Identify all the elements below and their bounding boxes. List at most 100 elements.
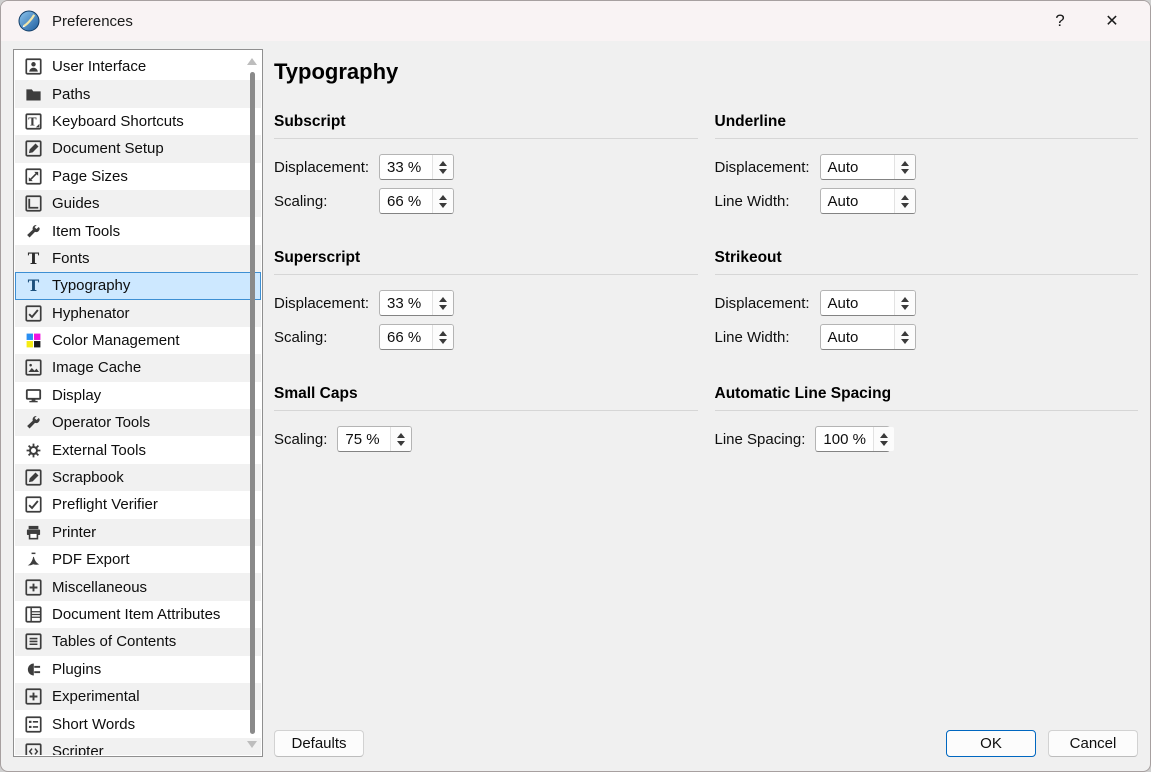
- defaults-button[interactable]: Defaults: [274, 730, 364, 757]
- strikeout-line-width-spinbox[interactable]: Auto: [819, 324, 916, 350]
- scribus-logo-icon: [18, 10, 40, 32]
- sidebar-item-keyboard-shortcuts[interactable]: T Keyboard Shortcuts: [15, 107, 261, 136]
- sidebar-item-label: Image Cache: [52, 359, 142, 377]
- list-scrollbar[interactable]: [245, 51, 259, 755]
- typography-panel: Typography Subscript Displacement: 33 % Sca…: [263, 49, 1138, 757]
- spin-up-button[interactable]: [879, 432, 888, 438]
- sidebar-item-scripter[interactable]: Scripter: [15, 737, 261, 755]
- ok-button[interactable]: OK: [946, 730, 1036, 757]
- spin-down-button[interactable]: [879, 440, 888, 446]
- sidebar-item-display[interactable]: Display: [15, 381, 261, 410]
- sidebar-item-image-cache[interactable]: Image Cache: [15, 354, 261, 382]
- sidebar-item-operator-tools[interactable]: Operator Tools: [15, 409, 261, 437]
- cancel-button[interactable]: Cancel: [1048, 730, 1138, 757]
- subscript-displacement-spinbox[interactable]: 33 %: [379, 154, 455, 180]
- sidebar-item-hyphenator[interactable]: Hyphenator: [15, 299, 261, 327]
- spin-down-button[interactable]: [900, 304, 909, 310]
- section-divider: [274, 138, 698, 139]
- spin-down-button[interactable]: [439, 338, 448, 344]
- small-caps-scaling-label: Scaling:: [274, 430, 328, 448]
- spin-up-button[interactable]: [900, 330, 909, 336]
- sidebar-item-color-management[interactable]: Color Management: [15, 326, 261, 355]
- strikeout-displacement-spinbox[interactable]: Auto: [819, 290, 916, 316]
- sidebar-item-miscellaneous[interactable]: Miscellaneous: [15, 573, 261, 601]
- superscript-scaling-spinbox[interactable]: 66 %: [379, 324, 455, 350]
- sidebar-item-label: Tables of Contents: [52, 633, 177, 651]
- underline-line-width-spinbox[interactable]: Auto: [819, 188, 916, 214]
- scrollbar-up-arrow-icon[interactable]: [247, 58, 257, 65]
- spin-down-button[interactable]: [439, 168, 448, 174]
- spin-down-button[interactable]: [900, 168, 909, 174]
- section-divider: [714, 274, 1138, 275]
- page-title: Typography: [274, 59, 399, 84]
- sidebar-item-experimental[interactable]: Experimental: [15, 682, 261, 711]
- subscript-displacement-label: Displacement:: [274, 158, 370, 176]
- sidebar-item-scrapbook[interactable]: Scrapbook: [15, 463, 261, 492]
- sidebar-item-document-setup[interactable]: Document Setup: [15, 135, 261, 163]
- short-words-icon: [24, 715, 43, 733]
- tables-of-contents-icon: [24, 633, 43, 651]
- sidebar-item-item-tools[interactable]: Item Tools: [15, 217, 261, 245]
- spinbox-value: 33 %: [387, 158, 422, 176]
- subscript-scaling-spinbox[interactable]: 66 %: [379, 188, 455, 214]
- printer-icon: [24, 523, 43, 541]
- sidebar-item-paths[interactable]: Paths: [15, 80, 261, 108]
- close-button[interactable]: ✕: [1105, 13, 1119, 30]
- sidebar-item-label: Scrapbook: [52, 469, 124, 487]
- spin-up-button[interactable]: [900, 194, 909, 200]
- button-row: Defaults OK Cancel: [274, 730, 1138, 757]
- small-caps-scaling-spinbox[interactable]: 75 %: [337, 426, 413, 452]
- sidebar-item-label: Document Item Attributes: [52, 606, 221, 623]
- spin-up-button[interactable]: [397, 432, 406, 438]
- strikeout-line-width-label: Line Width:: [714, 328, 790, 346]
- sidebar-item-short-words[interactable]: Short Words: [15, 710, 261, 738]
- sidebar-item-page-sizes[interactable]: Page Sizes: [15, 162, 261, 190]
- sidebar-item-label: User Interface: [52, 58, 147, 76]
- spin-down-button[interactable]: [439, 202, 448, 208]
- sidebar-item-label: Experimental: [52, 688, 140, 706]
- pdf-export-icon: [24, 551, 43, 569]
- sidebar-item-label: Guides: [52, 195, 100, 213]
- sidebar-item-preflight-verifier[interactable]: Preflight Verifier: [15, 491, 261, 519]
- superscript-displacement-label: Displacement:: [274, 294, 370, 312]
- svg-text:T: T: [28, 277, 40, 294]
- section-title: Automatic Line Spacing: [714, 385, 892, 402]
- sidebar-item-label: Plugins: [52, 660, 102, 678]
- superscript-displacement-spinbox[interactable]: 33 %: [379, 290, 455, 316]
- automatic-line-spacing-line-spacing-spinbox[interactable]: 100 %: [815, 426, 894, 452]
- document-setup-icon: [24, 140, 43, 158]
- sidebar-item-guides[interactable]: Guides: [15, 189, 261, 218]
- spin-down-button[interactable]: [900, 338, 909, 344]
- section-form: Displacement: Auto Line Width: Auto: [715, 154, 1139, 214]
- scrollbar-down-arrow-icon[interactable]: [247, 741, 257, 748]
- spin-down-button[interactable]: [439, 304, 448, 310]
- sidebar-item-fonts[interactable]: T Fonts: [15, 244, 261, 273]
- help-button[interactable]: ?: [1055, 11, 1065, 30]
- sidebar-item-printer[interactable]: Printer: [15, 518, 261, 547]
- window-title: Preferences: [52, 12, 133, 30]
- spin-up-button[interactable]: [439, 330, 448, 336]
- spin-up-button[interactable]: [900, 296, 909, 302]
- spinner-buttons: [432, 155, 454, 179]
- spin-down-button[interactable]: [397, 440, 406, 446]
- spin-up-button[interactable]: [439, 296, 448, 302]
- spin-up-button[interactable]: [439, 160, 448, 166]
- sidebar-item-document-item-attributes[interactable]: Document Item Attributes: [15, 600, 261, 629]
- sidebar-item-user-interface[interactable]: User Interface: [15, 53, 261, 81]
- sidebar-item-typography[interactable]: T Typography: [15, 272, 261, 300]
- section-divider: [274, 410, 698, 411]
- scrollbar-thumb[interactable]: [249, 72, 255, 734]
- sidebar-item-plugins[interactable]: Plugins: [15, 655, 261, 683]
- section-form: Displacement: 33 % Scaling: 66 %: [274, 290, 698, 350]
- spin-up-button[interactable]: [900, 160, 909, 166]
- sidebar-item-pdf-export[interactable]: PDF Export: [15, 546, 261, 574]
- spin-down-button[interactable]: [900, 202, 909, 208]
- sidebar-item-tables-of-contents[interactable]: Tables of Contents: [15, 628, 261, 656]
- sidebar-item-external-tools[interactable]: External Tools: [15, 436, 261, 464]
- section-underline: Underline Displacement: Auto Line Width: Aut…: [714, 113, 1139, 214]
- spin-up-button[interactable]: [439, 194, 448, 200]
- title-bar: Preferences ? ✕: [1, 1, 1150, 41]
- underline-displacement-spinbox[interactable]: Auto: [819, 154, 916, 180]
- sections-grid: Subscript Displacement: 33 % Scaling: 66 % Un…: [274, 113, 1138, 452]
